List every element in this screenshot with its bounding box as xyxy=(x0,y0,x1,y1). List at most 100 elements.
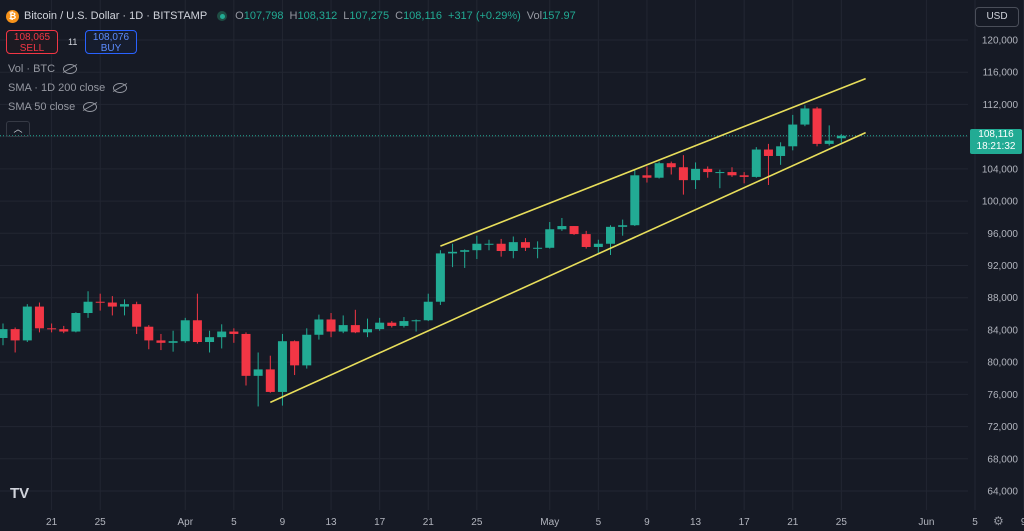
candle xyxy=(120,299,129,316)
candle-body xyxy=(606,226,615,244)
candle-body xyxy=(557,226,567,230)
candle-body xyxy=(776,146,786,156)
candle xyxy=(715,169,725,189)
sell-price: 108,065 xyxy=(13,32,51,43)
x-tick-label: 25 xyxy=(836,517,848,528)
candle xyxy=(217,324,227,349)
candle-body xyxy=(168,341,178,343)
candle-body xyxy=(508,242,518,252)
candle xyxy=(666,161,676,175)
candle xyxy=(229,328,239,343)
open-value: 107,798 xyxy=(243,10,284,22)
candle-body xyxy=(71,313,81,332)
candle xyxy=(59,325,69,334)
hidden-eye-icon[interactable] xyxy=(83,102,98,112)
symbol-title[interactable]: Bitcoin / U.S. Dollar · 1D · BITSTAMP xyxy=(24,10,208,22)
candle-body xyxy=(751,149,761,177)
candle-body xyxy=(423,301,433,321)
candle-body xyxy=(678,167,688,181)
candle xyxy=(71,312,81,333)
low-label: L xyxy=(343,10,350,22)
chevron-up-icon[interactable]: ︿ xyxy=(6,121,30,137)
candle xyxy=(654,161,664,179)
tradingview-logo-icon[interactable]: TV xyxy=(10,485,30,502)
sell-button[interactable]: 108,065 SELL xyxy=(6,30,58,54)
x-tick-label: 17 xyxy=(374,517,386,528)
trend-channel xyxy=(269,77,866,404)
candle xyxy=(241,332,251,386)
candle-body xyxy=(302,334,312,366)
candle-body xyxy=(435,253,445,302)
indicator-volume[interactable]: Vol · BTC xyxy=(8,63,78,75)
candle xyxy=(800,105,810,127)
candle-body xyxy=(800,108,810,125)
low-value: 107,275 xyxy=(349,10,390,22)
hidden-eye-icon[interactable] xyxy=(63,64,78,74)
candle xyxy=(788,114,798,151)
candle-body xyxy=(411,320,421,322)
candle-body xyxy=(727,172,737,176)
candle-body xyxy=(460,250,470,252)
candle-body xyxy=(217,331,227,338)
candle xyxy=(423,293,433,322)
candle-body xyxy=(253,369,263,376)
candle-body xyxy=(47,328,57,330)
candles xyxy=(0,105,846,407)
buy-price: 108,076 xyxy=(92,32,130,43)
candle xyxy=(350,309,360,334)
x-tick-label: 17 xyxy=(739,517,751,528)
candle-body xyxy=(0,329,8,338)
candle-body xyxy=(824,140,834,144)
indicator-sma-50[interactable]: SMA 50 close xyxy=(8,101,98,113)
candle-body xyxy=(533,247,543,249)
candle xyxy=(411,319,421,332)
hidden-eye-icon[interactable] xyxy=(113,83,128,93)
x-tick-label: 25 xyxy=(95,517,107,528)
candle xyxy=(520,238,530,252)
candle-body xyxy=(545,229,555,248)
candle xyxy=(484,239,494,251)
candle-body xyxy=(144,326,154,341)
sell-label: SELL xyxy=(19,43,45,54)
candle-body xyxy=(205,337,215,343)
candle-body xyxy=(836,135,846,139)
y-tick-label: 112,000 xyxy=(983,100,1019,111)
candle xyxy=(751,147,761,178)
last-price-value: 108,116 xyxy=(978,129,1014,140)
price-axis: 64,000 68,000 72,000 76,000 80,000 84,000 88,0… xyxy=(982,36,1019,498)
bitcoin-logo-icon: ₿ xyxy=(6,9,19,23)
candle-body xyxy=(338,325,348,332)
candle xyxy=(533,241,543,259)
y-tick-label: 88,000 xyxy=(987,293,1018,304)
candle-body xyxy=(229,331,239,334)
x-tick-label: 9 xyxy=(280,517,286,528)
volume-value: 157.97 xyxy=(542,10,576,22)
buy-label: BUY xyxy=(100,43,122,54)
candle-body xyxy=(472,243,482,251)
y-tick-label: 84,000 xyxy=(987,325,1018,336)
candle-body xyxy=(399,321,409,326)
buy-button[interactable]: 108,076 BUY xyxy=(85,30,137,54)
change-value: +317 (+0.29%) xyxy=(448,10,521,22)
candle-body xyxy=(10,329,20,341)
last-price-label: 108,116 18:21:32 xyxy=(970,129,1022,154)
candle xyxy=(496,238,506,257)
close-value: 108,116 xyxy=(403,10,443,22)
gear-icon[interactable]: ⚙ xyxy=(993,514,1004,528)
candle xyxy=(569,226,579,235)
candle xyxy=(326,313,336,338)
candle xyxy=(557,217,567,231)
candle xyxy=(508,236,518,259)
high-value: 108,312 xyxy=(297,10,338,22)
indicator-sma-200[interactable]: SMA · 1D 200 close xyxy=(8,82,128,94)
x-tick-label: 5 xyxy=(972,517,978,528)
x-tick-label: 9 xyxy=(1021,517,1024,528)
x-tick-label: May xyxy=(540,517,559,528)
x-tick-label: 25 xyxy=(471,517,483,528)
candle xyxy=(630,169,640,227)
candle-body xyxy=(350,325,360,333)
candle xyxy=(399,317,409,328)
currency-button[interactable]: USD xyxy=(975,7,1019,27)
y-tick-label: 120,000 xyxy=(982,36,1019,47)
